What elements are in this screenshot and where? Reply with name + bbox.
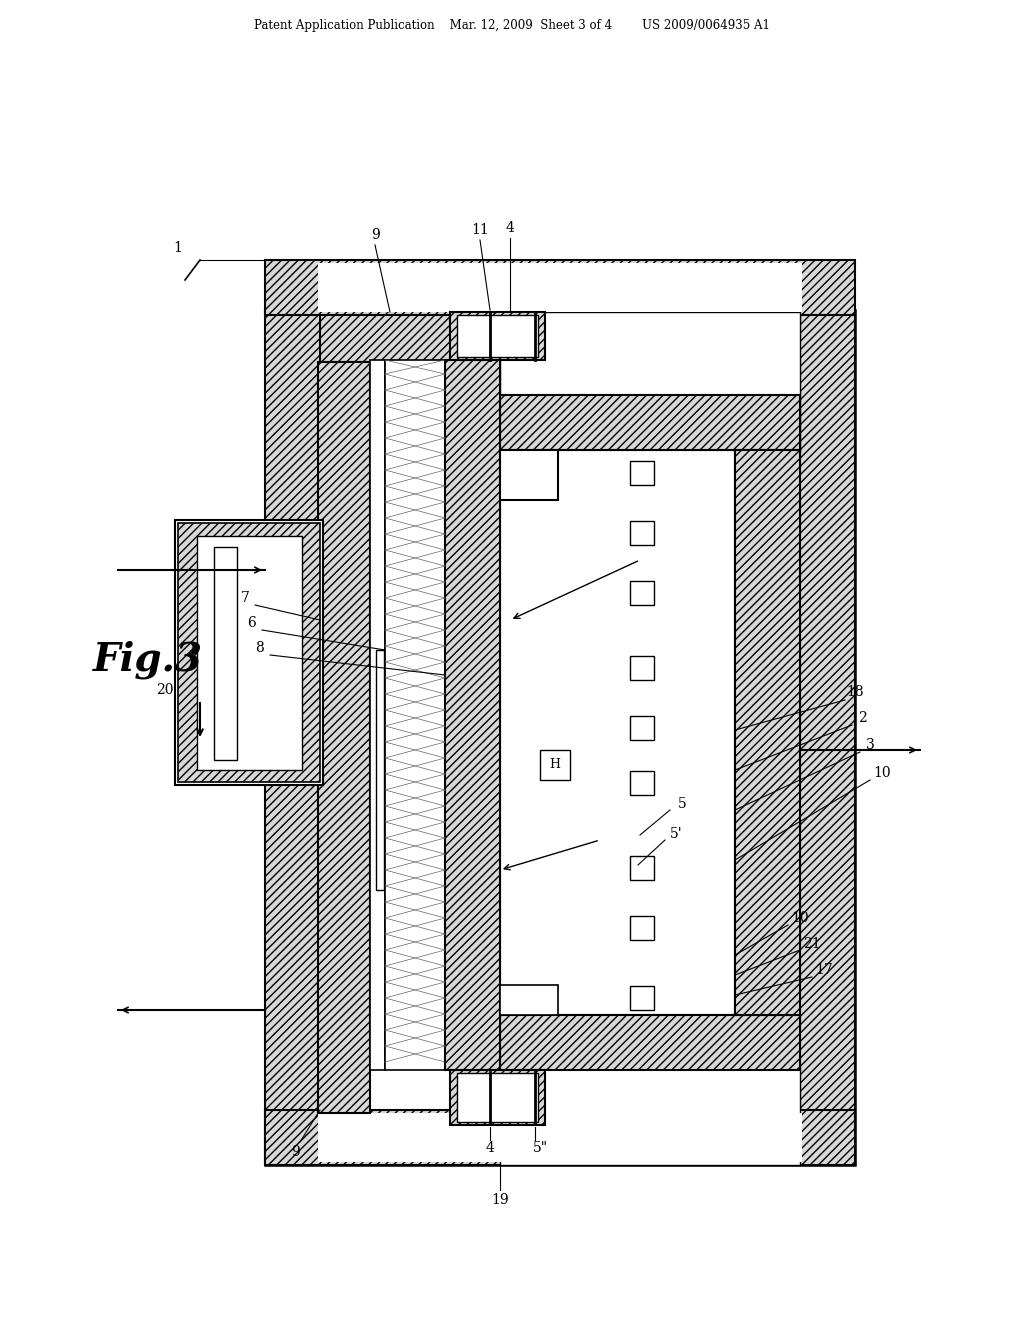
Bar xyxy=(500,312,800,451)
Text: 5: 5 xyxy=(678,797,686,810)
Text: Fig.3: Fig.3 xyxy=(93,640,203,680)
Bar xyxy=(450,312,545,360)
Text: 5': 5' xyxy=(670,828,682,841)
Text: 2: 2 xyxy=(858,711,866,725)
Text: 10: 10 xyxy=(792,911,809,925)
Bar xyxy=(630,771,654,795)
Bar xyxy=(370,360,385,1071)
Bar xyxy=(630,461,654,484)
Text: 5": 5" xyxy=(532,1140,548,1155)
Bar xyxy=(265,310,319,1166)
Text: 19: 19 xyxy=(492,1193,509,1206)
Bar xyxy=(385,360,445,1071)
Bar xyxy=(445,360,500,1071)
Bar xyxy=(630,521,654,545)
Bar xyxy=(214,546,237,760)
Bar xyxy=(630,986,654,1010)
Bar xyxy=(800,310,855,1166)
Bar xyxy=(265,1110,855,1166)
Bar xyxy=(500,450,558,500)
Bar xyxy=(450,1071,545,1125)
Bar xyxy=(500,985,558,1015)
Text: Patent Application Publication    Mar. 12, 2009  Sheet 3 of 4        US 2009/006: Patent Application Publication Mar. 12, … xyxy=(254,18,770,32)
Bar xyxy=(318,1113,802,1162)
Bar xyxy=(457,1073,538,1122)
Bar xyxy=(197,536,302,770)
Bar xyxy=(500,1015,800,1071)
Bar xyxy=(630,656,654,680)
Text: 3: 3 xyxy=(865,738,874,752)
Bar xyxy=(178,523,319,781)
Bar xyxy=(318,362,802,1113)
Text: 10: 10 xyxy=(873,766,891,780)
Text: 6: 6 xyxy=(248,616,256,630)
Text: 18: 18 xyxy=(846,685,864,700)
Text: 4: 4 xyxy=(485,1140,495,1155)
Bar xyxy=(318,263,802,312)
Bar xyxy=(630,715,654,741)
Bar xyxy=(540,750,570,780)
Text: 4: 4 xyxy=(506,220,514,235)
Text: 11: 11 xyxy=(471,223,488,238)
Text: 8: 8 xyxy=(256,642,264,655)
Bar xyxy=(630,916,654,940)
Text: 17: 17 xyxy=(815,964,833,977)
Text: 9: 9 xyxy=(291,1144,299,1159)
Text: 9: 9 xyxy=(371,228,379,242)
Bar xyxy=(265,310,855,1166)
Bar xyxy=(500,1067,800,1166)
Text: 20: 20 xyxy=(157,682,174,697)
Bar xyxy=(630,855,654,880)
Bar xyxy=(175,520,323,785)
Text: 21: 21 xyxy=(803,937,821,950)
Bar xyxy=(500,450,735,1015)
Bar xyxy=(735,450,800,1015)
Bar xyxy=(630,581,654,605)
Bar xyxy=(457,315,538,356)
Bar xyxy=(265,260,855,315)
Text: 7: 7 xyxy=(241,591,250,605)
Bar xyxy=(500,395,800,450)
Text: 1: 1 xyxy=(173,242,182,255)
Bar xyxy=(376,649,384,890)
Bar xyxy=(318,362,370,1113)
Text: H: H xyxy=(550,759,560,771)
